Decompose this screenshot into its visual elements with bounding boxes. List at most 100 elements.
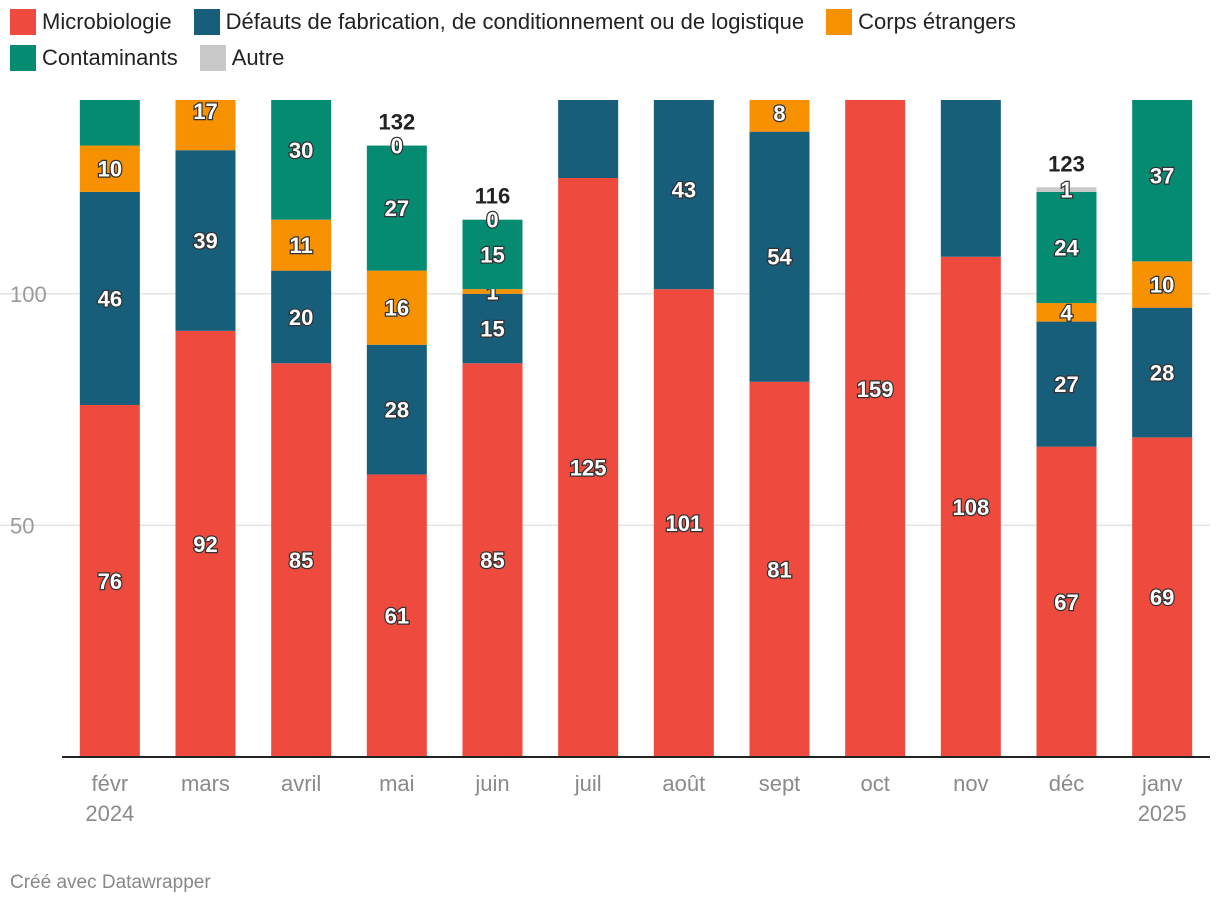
x-tick-label: juil: [574, 771, 602, 796]
data-label: 85: [480, 548, 504, 573]
data-label: 54: [767, 245, 792, 270]
legend-label: Autre: [231, 45, 285, 70]
data-label: 125: [570, 456, 607, 481]
data-label: 17: [193, 100, 217, 124]
data-label: 69: [1150, 585, 1174, 610]
legend-swatch: [10, 45, 36, 71]
x-tick-label: août: [662, 771, 705, 796]
legend-swatch: [826, 9, 853, 35]
bar-segment: [653, 100, 714, 290]
legend-item: Microbiologie: [10, 8, 172, 36]
data-label: 27: [1054, 372, 1078, 397]
total-label: 116: [475, 184, 511, 209]
legend-label: Défauts de fabrication, de conditionneme…: [225, 9, 805, 34]
x-tick-label: mai: [379, 771, 414, 796]
x-tick-label: juin: [474, 771, 509, 796]
bar-segment: [940, 100, 1001, 257]
legend-item: Défauts de fabrication, de conditionneme…: [193, 8, 805, 36]
legend-item: Corps étrangers: [826, 8, 1016, 36]
bar-segment: [749, 381, 810, 757]
bar-segment: [366, 344, 427, 475]
x-tick-label: mars: [181, 771, 230, 796]
y-tick-label: 50: [10, 513, 34, 538]
bar-segment: [1132, 307, 1193, 438]
x-tick-label: oct: [860, 771, 889, 796]
bar-segment: [366, 145, 427, 271]
legend-swatch: [10, 9, 36, 35]
x-tick-label: avril: [281, 771, 321, 796]
bar-segment: [175, 100, 236, 151]
x-tick-label: janv: [1141, 771, 1182, 796]
data-label: 0: [486, 208, 498, 233]
x-tick-label: nov: [953, 771, 988, 796]
data-label: 67: [1054, 590, 1078, 615]
data-label: 10: [1150, 273, 1174, 298]
data-label: 43: [672, 178, 696, 203]
stacked-bar-chart: 50100150200250764610280160févr2024923917…: [0, 100, 1210, 826]
data-label: 4: [1060, 300, 1073, 325]
data-label: 11: [290, 233, 313, 258]
bar-segment: [175, 330, 236, 757]
y-tick-label: 100: [10, 282, 47, 307]
data-label: 8: [773, 101, 785, 126]
legend-swatch: [193, 9, 220, 35]
bar-segment: [1132, 100, 1193, 262]
data-label: 61: [385, 604, 409, 629]
bar-segment: [79, 191, 140, 405]
bar-segment: [558, 178, 619, 757]
data-label: 15: [480, 317, 504, 342]
data-label: 37: [1150, 164, 1174, 189]
bar-segment: [271, 100, 332, 220]
bar-segment: [175, 150, 236, 331]
data-label: 28: [385, 398, 409, 423]
x-tick-label: sept: [759, 771, 801, 796]
data-label: 108: [952, 495, 989, 520]
total-label: 123: [1048, 151, 1085, 176]
bar-segment: [1036, 321, 1097, 447]
data-label: 15: [480, 242, 504, 267]
bar-segment: [1036, 191, 1097, 304]
x-tick-label: déc: [1049, 771, 1084, 796]
data-label: 1: [1060, 178, 1072, 203]
credit-text: Créé avec Datawrapper: [10, 872, 211, 893]
x-tick-label: 2024: [85, 801, 134, 826]
legend-label: Corps étrangers: [858, 9, 1016, 34]
data-label: 39: [193, 229, 217, 254]
data-label: 28: [1150, 361, 1174, 386]
chart-legend: Microbiologie Défauts de fabrication, de …: [10, 8, 1190, 72]
total-label: 132: [378, 110, 415, 135]
bar-segment: [1132, 261, 1193, 308]
bar-segment: [1036, 303, 1097, 322]
bar-segment: [1036, 187, 1097, 192]
legend-item: Autre: [199, 44, 285, 72]
data-label: 85: [289, 548, 313, 573]
bar-segment: [1036, 446, 1097, 757]
bar-segment: [845, 100, 906, 757]
data-label: 159: [857, 377, 894, 402]
data-label: 10: [98, 157, 122, 182]
legend-label: Microbiologie: [42, 9, 172, 34]
bar-segment: [271, 270, 332, 364]
bar-segment: [462, 219, 523, 290]
data-label: 0: [391, 134, 403, 159]
bar-segment: [271, 219, 332, 271]
data-label: 20: [289, 305, 313, 330]
data-label: 76: [98, 569, 122, 594]
data-label: 92: [193, 532, 217, 557]
legend-item: Contaminants: [10, 44, 178, 72]
legend-swatch: [199, 45, 226, 71]
bar-segment: [749, 131, 810, 382]
bar-segment: [1132, 437, 1193, 757]
bar-segment: [79, 404, 140, 757]
bar-segment: [366, 474, 427, 757]
data-label: 16: [385, 296, 409, 321]
data-label: 81: [767, 557, 791, 582]
bar-segment: [653, 289, 714, 757]
bar-segment: [79, 145, 140, 192]
bar-segment: [749, 100, 810, 132]
bar-segment: [366, 270, 427, 345]
data-label: 30: [289, 138, 313, 163]
data-label: 27: [385, 196, 409, 221]
x-tick-label: févr: [91, 771, 128, 796]
bar-segment: [79, 100, 140, 146]
